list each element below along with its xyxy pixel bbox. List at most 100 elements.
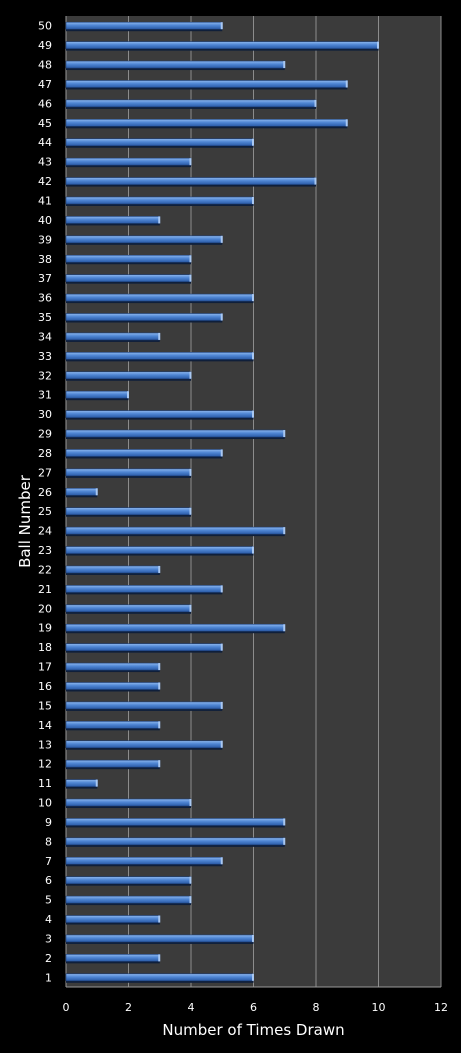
x-tick-label: 6 <box>250 1001 257 1014</box>
y-tick-label: 30 <box>38 408 52 421</box>
bar-end-cap <box>283 430 286 438</box>
bar <box>65 526 286 535</box>
bar <box>65 138 254 147</box>
y-tick-label: 49 <box>38 39 52 52</box>
bar-end-cap <box>252 410 254 418</box>
y-tick-label: 15 <box>38 699 52 712</box>
bar-ball-11 <box>65 779 98 789</box>
bar <box>65 759 161 768</box>
bar-ball-30 <box>65 410 254 420</box>
bar-ball-15 <box>65 701 223 711</box>
bar-end-cap <box>158 332 161 340</box>
y-tick-label: 4 <box>45 913 52 926</box>
bar <box>65 313 223 321</box>
bar-ball-50 <box>65 21 223 32</box>
x-tick-label: 0 <box>63 1001 70 1014</box>
bar <box>65 643 223 651</box>
x-tick-label: 4 <box>188 1001 195 1014</box>
y-tick-label: 46 <box>38 97 52 110</box>
bar <box>65 60 286 69</box>
x-tick-label: 12 <box>434 1001 448 1014</box>
bar-end-cap <box>345 80 348 88</box>
bar <box>65 41 379 49</box>
bar <box>65 798 192 807</box>
bar <box>65 429 286 438</box>
y-tick-label: 24 <box>38 525 52 538</box>
bar-end-cap <box>189 468 192 476</box>
y-tick-label: 40 <box>38 214 52 227</box>
bar <box>65 371 192 380</box>
y-tick-label: 41 <box>38 194 52 207</box>
y-tick-label: 20 <box>38 602 52 615</box>
y-tick-label: 42 <box>38 175 52 188</box>
bar-ball-16 <box>65 682 161 692</box>
y-tick-label: 29 <box>38 428 52 441</box>
bar-end-cap <box>158 682 161 690</box>
y-tick-label: 35 <box>38 311 52 324</box>
bar-ball-3 <box>65 934 254 944</box>
bar-ball-39 <box>65 235 223 245</box>
y-tick-label: 37 <box>38 272 52 285</box>
bar <box>65 21 223 30</box>
bar-ball-10 <box>65 798 192 809</box>
y-tick-label: 17 <box>38 661 52 674</box>
y-tick-label: 22 <box>38 563 52 576</box>
y-tick-label: 19 <box>38 622 52 635</box>
y-tick-label: 25 <box>38 505 52 518</box>
bar-end-cap <box>189 507 192 515</box>
y-tick-label: 50 <box>38 20 52 33</box>
bar-end-cap <box>220 701 223 709</box>
bar <box>65 623 286 632</box>
bar-ball-46 <box>65 99 317 109</box>
y-tick-label: 23 <box>38 544 52 557</box>
y-tick-labels: 1234567891011121314151617181920212223242… <box>38 20 52 985</box>
y-tick-label: 31 <box>38 389 52 402</box>
bar <box>65 818 286 826</box>
y-tick-label: 5 <box>45 894 52 907</box>
bar <box>65 274 192 282</box>
bar-ball-2 <box>65 954 161 964</box>
bar-ball-41 <box>65 196 254 206</box>
bar-end-cap <box>252 546 254 554</box>
bar-ball-14 <box>65 721 161 731</box>
x-tick-label: 8 <box>313 1001 320 1014</box>
bar-ball-21 <box>65 585 223 595</box>
bar-end-cap <box>252 352 254 360</box>
bar-end-cap <box>252 973 254 981</box>
bar-ball-18 <box>65 643 223 653</box>
bar-end-cap <box>252 934 254 942</box>
bar <box>65 837 286 846</box>
bar <box>65 895 192 904</box>
bar-end-cap <box>158 915 161 923</box>
bar-ball-19 <box>65 623 286 634</box>
bar-ball-4 <box>65 915 161 925</box>
bar <box>65 157 192 166</box>
y-axis-title: Ball Number <box>16 474 34 568</box>
y-tick-label: 47 <box>38 78 52 91</box>
x-tick-labels: 0 2 4 6 8 10 12 <box>63 1001 449 1014</box>
bar <box>65 934 254 943</box>
x-axis-title: Number of Times Drawn <box>162 1021 344 1039</box>
bar-ball-22 <box>65 565 161 575</box>
y-tick-label: 36 <box>38 292 52 305</box>
bar-ball-40 <box>65 216 161 226</box>
bars <box>65 21 379 983</box>
bar-ball-27 <box>65 468 192 478</box>
bar-ball-23 <box>65 546 254 556</box>
y-tick-label: 10 <box>38 797 52 810</box>
bar-end-cap <box>345 119 348 127</box>
bar-ball-37 <box>65 274 192 284</box>
bar-end-cap <box>189 158 192 166</box>
bar-ball-42 <box>65 177 317 187</box>
bar-ball-7 <box>65 856 223 867</box>
bar-ball-32 <box>65 371 192 381</box>
bar <box>65 487 98 496</box>
bar <box>65 779 98 787</box>
bar-ball-38 <box>65 254 192 265</box>
bar-ball-33 <box>65 352 254 362</box>
bar <box>65 80 348 88</box>
bar-end-cap <box>189 799 192 807</box>
y-tick-label: 6 <box>45 874 52 887</box>
bar <box>65 604 192 613</box>
bar-end-cap <box>252 196 254 204</box>
